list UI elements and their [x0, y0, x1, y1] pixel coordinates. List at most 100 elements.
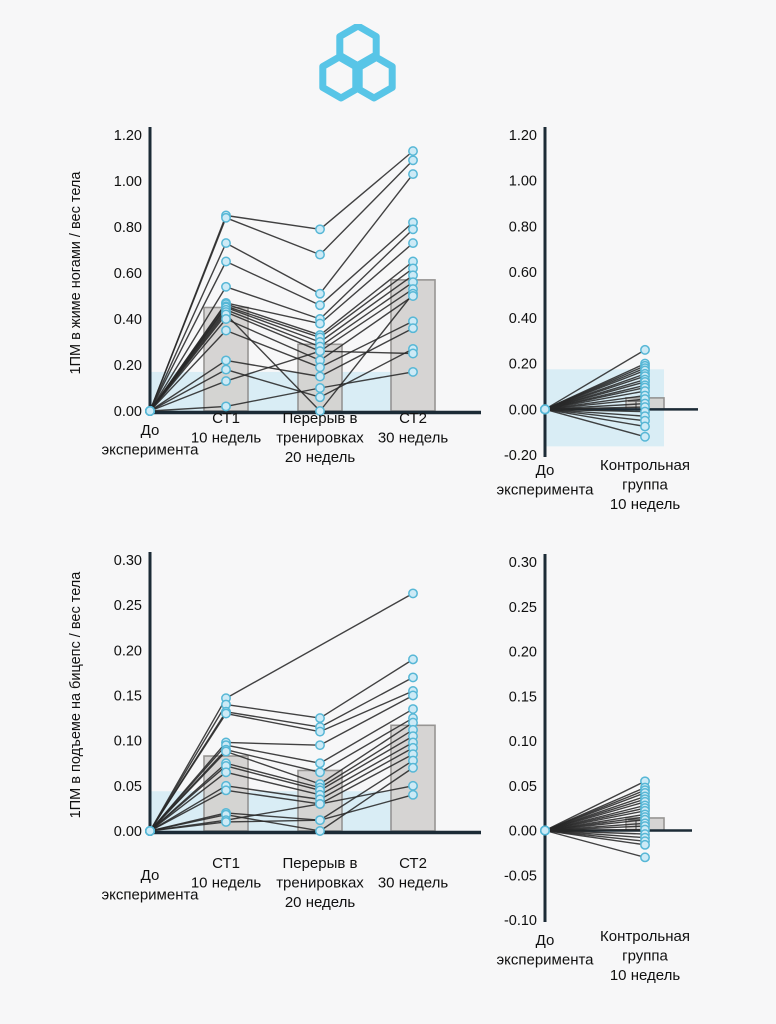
x-category-label: До — [141, 422, 160, 439]
participant-line — [149, 694, 414, 832]
data-point-marker — [221, 785, 231, 796]
x-category-label: 30 недель — [378, 875, 448, 892]
participant-line — [149, 708, 414, 832]
participant-line — [544, 349, 646, 410]
data-point-marker — [408, 672, 418, 683]
data-point-marker — [408, 291, 418, 301]
hexagon-bottom-right — [352, 52, 396, 102]
y-tick-label: 0.60 — [509, 265, 537, 281]
data-point-marker — [640, 839, 650, 850]
y-tick-label: 0.00 — [509, 402, 537, 418]
y-tick-label: 0.15 — [509, 689, 537, 705]
y-tick-label: 0.40 — [114, 312, 142, 328]
chart-biceps-control-panel: 0.30 0.25 0.20 0.15 0.10 0.05 0.00 -0.05 -0.10 До… — [492, 543, 776, 1013]
x-category-label: 30 недель — [378, 430, 448, 447]
data-point-marker — [540, 404, 550, 415]
data-point-marker — [408, 146, 418, 157]
participant-line — [149, 350, 414, 412]
biceps-training-chart: 0.30 0.25 0.20 0.15 0.10 0.05 0.00 1ПМ в подъем… — [68, 552, 481, 911]
x-category-label: Перерыв в — [282, 855, 357, 872]
chart-biceps-training-panel: 0.30 0.25 0.20 0.15 0.10 0.05 0.00 1ПМ в подъем… — [60, 543, 490, 963]
data-point-marker — [408, 366, 418, 377]
y-tick-label: -0.10 — [504, 913, 537, 929]
x-category-label: Контрольная — [600, 457, 690, 474]
three-hexagons-logo-icon — [319, 22, 396, 102]
x-category-label: группа — [622, 948, 668, 965]
x-category-label: тренировках — [276, 875, 364, 892]
y-tick-label: 0.00 — [114, 824, 142, 840]
data-point-marker — [221, 314, 231, 324]
participant-line — [544, 829, 646, 859]
y-tick-label: 0.20 — [114, 643, 142, 659]
participant-line — [149, 173, 414, 412]
x-category-label: эксперимента — [496, 952, 594, 969]
data-point-marker — [315, 713, 325, 724]
data-point-marker — [221, 238, 231, 249]
data-point-marker — [408, 690, 418, 701]
y-tick-label: 0.05 — [509, 779, 537, 795]
participant-line — [149, 159, 414, 412]
x-category-label: СТ2 — [399, 855, 427, 872]
data-point-marker — [408, 155, 418, 166]
x-category-label: 10 недель — [610, 496, 680, 513]
y-tick-label: 0.80 — [509, 219, 537, 235]
participant-line — [149, 741, 414, 832]
x-category-label: 20 недель — [285, 449, 355, 466]
data-point-marker — [315, 767, 325, 778]
data-point-marker — [315, 826, 325, 836]
data-point-marker — [408, 588, 418, 599]
participant-line — [149, 281, 414, 412]
data-point-marker — [640, 431, 650, 442]
y-tick-label: 0.05 — [114, 779, 142, 795]
data-point-marker — [640, 344, 650, 355]
participant-line — [149, 722, 414, 832]
x-category-label: Контрольная — [600, 928, 690, 945]
participant-line — [149, 753, 414, 832]
data-point-marker — [221, 364, 231, 375]
y-tick-label: 0.30 — [114, 553, 142, 569]
data-point-marker — [315, 383, 325, 393]
data-point-marker — [315, 758, 325, 769]
y-tick-label: 0.10 — [114, 734, 142, 750]
participant-line — [544, 406, 646, 411]
data-point-marker — [221, 355, 231, 366]
x-category-label: 10 недель — [191, 430, 261, 447]
data-point-marker — [315, 726, 325, 737]
data-point-marker — [640, 421, 650, 432]
y-tick-label: 0.20 — [509, 645, 537, 661]
data-point-marker — [315, 371, 325, 382]
y-tick-label: 0.40 — [509, 311, 537, 327]
chart-legpress-training-panel: 1.20 1.00 0.80 0.60 0.40 0.20 0.00 1ПМ в жиме н… — [60, 118, 490, 520]
data-point-marker — [221, 708, 231, 719]
data-point-marker — [408, 704, 418, 714]
data-point-marker — [315, 740, 325, 751]
participant-line — [149, 759, 414, 832]
y-tick-label: 0.60 — [114, 266, 142, 282]
y-tick-label: 0.20 — [114, 358, 142, 374]
data-point-marker — [315, 815, 325, 826]
data-point-marker — [221, 281, 231, 292]
data-point-marker — [315, 224, 325, 235]
data-point-marker — [221, 256, 231, 267]
data-point-marker — [221, 401, 231, 412]
x-category-label: СТ1 — [212, 855, 240, 872]
data-point-marker — [408, 238, 418, 249]
data-point-marker — [540, 825, 550, 836]
data-point-marker — [315, 300, 325, 311]
participant-line — [544, 408, 646, 413]
data-point-marker — [145, 406, 155, 416]
y-tick-label: 0.80 — [114, 220, 142, 236]
data-point-marker — [640, 852, 650, 863]
x-category-label: эксперимента — [101, 442, 199, 459]
participant-line — [149, 295, 414, 412]
data-point-marker — [315, 798, 325, 809]
participant-line — [149, 767, 414, 832]
x-category-label: эксперимента — [496, 482, 594, 499]
x-category-label: До — [141, 867, 160, 884]
y-tick-label: 0.10 — [509, 734, 537, 750]
participant-line — [544, 408, 646, 417]
participant-line — [544, 780, 646, 832]
y-tick-label: 1.20 — [509, 128, 537, 144]
